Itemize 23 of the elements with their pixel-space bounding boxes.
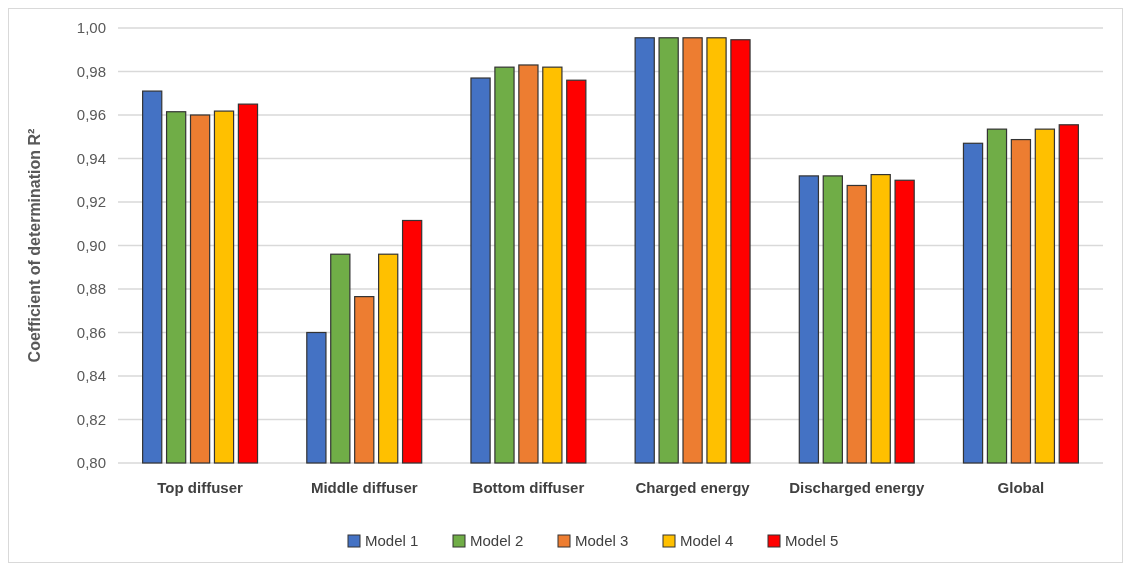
x-tick-label: Global	[997, 479, 1045, 496]
legend-label: Model 1	[365, 532, 419, 550]
y-tick-label: 0,80	[76, 454, 106, 472]
x-tick-label: Bottom diffuser	[472, 479, 585, 496]
legend-label: Model 3	[575, 532, 629, 550]
y-tick-label: 0,96	[76, 106, 106, 124]
y-tick-label: 0,88	[76, 280, 106, 298]
y-tick-label: 0,92	[76, 193, 106, 211]
x-tick-label: Top diffuser	[157, 479, 244, 496]
y-tick-label: 0,98	[76, 62, 106, 80]
x-tick-label: Discharged energy	[789, 479, 925, 496]
legend-label: Model 2	[470, 532, 524, 550]
y-tick-label: 0,94	[76, 149, 106, 167]
y-tick-label: 1,00	[76, 19, 106, 37]
legend-label: Model 4	[680, 532, 734, 550]
y-tick-label: 0,90	[76, 236, 106, 254]
x-tick-label: Middle diffuser	[310, 479, 418, 496]
y-tick-label: 0,86	[76, 323, 106, 341]
y-axis-title: Coefficient of determination R²	[26, 128, 43, 363]
x-tick-label: Charged energy	[635, 479, 751, 496]
y-tick-label: 0,82	[76, 410, 106, 428]
y-tick-label: 0,84	[76, 367, 106, 385]
legend-label: Model 5	[785, 532, 839, 550]
